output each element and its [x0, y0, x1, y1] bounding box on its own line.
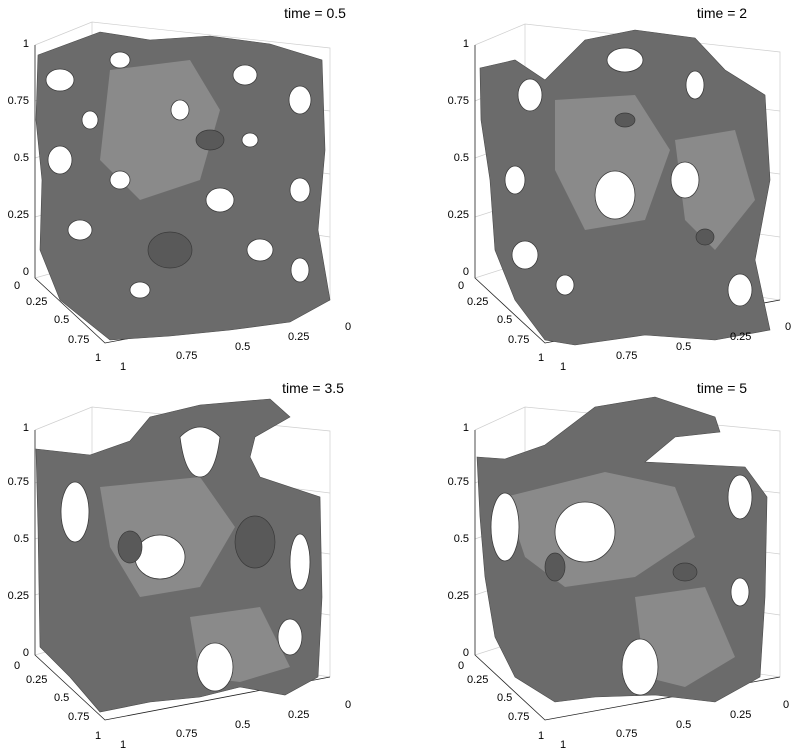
subplot-time-3-5: time = 3.5 0 0.25 0.5 0.7 [0, 377, 395, 753]
x-tick-4: 1 [538, 730, 544, 742]
y-tick-0: 1 [560, 361, 566, 373]
z-tick-2: 0.5 [454, 152, 469, 164]
y-tick-4: 0 [345, 699, 351, 711]
y-tick-2: 0.5 [235, 719, 250, 731]
plot-3d-axes: time = 3.5 0 0.25 0.5 0.7 [8, 380, 352, 751]
x-tick-3: 0.75 [508, 334, 529, 346]
x-tick-1: 0.25 [467, 674, 488, 686]
isosurface [479, 29, 771, 346]
plot-3d-axes: time = 2 0 0.25 [448, 5, 791, 373]
z-tick-0: 0 [463, 647, 469, 659]
y-tick-3: 0.25 [288, 331, 309, 343]
x-tick-4: 1 [95, 352, 101, 364]
x-tick-0: 0 [458, 660, 464, 672]
subplot-title: time = 5 [697, 380, 747, 396]
z-tick-3: 0.75 [8, 95, 29, 107]
subplot-time-0-5: time = 0.5 [0, 0, 395, 376]
z-tick-0: 0 [23, 647, 29, 659]
z-tick-labels: 0 0.25 0.5 0.75 1 [8, 422, 29, 659]
y-tick-3: 0.25 [288, 709, 309, 721]
y-tick-4: 0 [785, 321, 791, 333]
z-tick-3: 0.75 [448, 476, 469, 488]
y-tick-0: 1 [120, 739, 126, 751]
y-tick-labels: 1 0.75 0.5 0.25 0 [120, 699, 351, 751]
x-tick-0: 0 [458, 280, 464, 292]
y-tick-labels: 1 0.75 0.5 0.25 0 [560, 699, 789, 751]
y-tick-labels: 1 0.75 0.5 0.25 0 [560, 321, 791, 373]
x-tick-2: 0.5 [497, 692, 512, 704]
z-tick-labels: 0 0.25 0.5 0.75 1 [8, 38, 29, 278]
isosurface [35, 398, 323, 713]
y-tick-1: 0.75 [176, 728, 197, 740]
isosurface [476, 396, 768, 703]
y-tick-4: 0 [345, 321, 351, 333]
y-tick-1: 0.75 [616, 728, 637, 740]
z-tick-2: 0.5 [14, 152, 29, 164]
isosurface [35, 31, 331, 341]
x-tick-1: 0.25 [26, 296, 47, 308]
plot-3d-axes: time = 0.5 [8, 5, 352, 373]
z-tick-0: 0 [23, 266, 29, 278]
z-tick-1: 0.25 [8, 209, 29, 221]
x-tick-labels: 0 0.25 0.5 0.75 1 [14, 660, 101, 742]
x-tick-3: 0.75 [68, 711, 89, 723]
y-tick-3: 0.25 [730, 709, 751, 721]
x-tick-labels: 0 0.25 0.5 0.75 1 [458, 280, 544, 364]
y-tick-2: 0.5 [676, 341, 691, 353]
x-tick-3: 0.75 [508, 711, 529, 723]
z-tick-0: 0 [463, 266, 469, 278]
y-tick-0: 1 [120, 361, 126, 373]
x-tick-labels: 0 0.25 0.5 0.75 1 [458, 660, 544, 742]
z-tick-4: 1 [463, 38, 469, 50]
subplot-time-5: time = 5 0 0.25 0.5 0.75 1 [395, 377, 790, 753]
x-tick-0: 0 [14, 280, 20, 292]
x-tick-2: 0.5 [54, 314, 69, 326]
z-tick-1: 0.25 [8, 590, 29, 602]
z-tick-labels: 0 0.25 0.5 0.75 1 [448, 422, 469, 659]
y-tick-0: 1 [560, 739, 566, 751]
y-tick-1: 0.75 [176, 350, 197, 362]
y-tick-2: 0.5 [235, 341, 250, 353]
z-tick-3: 0.75 [448, 95, 469, 107]
z-tick-2: 0.5 [14, 533, 29, 545]
x-tick-1: 0.25 [26, 674, 47, 686]
z-tick-2: 0.5 [454, 533, 469, 545]
x-tick-4: 1 [538, 352, 544, 364]
x-tick-1: 0.25 [467, 296, 488, 308]
x-tick-labels: 0 0.25 0.5 0.75 1 [14, 280, 101, 364]
y-tick-4: 0 [783, 699, 789, 711]
z-tick-labels: 0 0.25 0.5 0.75 1 [448, 38, 469, 278]
subplot-title: time = 3.5 [282, 380, 344, 396]
z-tick-4: 1 [23, 422, 29, 434]
plot-3d-axes: time = 5 0 0.25 0.5 0.75 1 [448, 380, 790, 751]
z-tick-3: 0.75 [8, 476, 29, 488]
z-tick-4: 1 [463, 422, 469, 434]
y-tick-labels: 1 0.75 0.5 0.25 0 [120, 321, 351, 373]
x-tick-0: 0 [14, 660, 20, 672]
x-tick-2: 0.5 [497, 314, 512, 326]
subplot-time-2: time = 2 0 0.25 [395, 0, 791, 376]
z-tick-1: 0.25 [448, 590, 469, 602]
y-tick-2: 0.5 [676, 719, 691, 731]
y-tick-1: 0.75 [616, 350, 637, 362]
z-tick-4: 1 [23, 38, 29, 50]
x-tick-4: 1 [95, 730, 101, 742]
subplot-title: time = 2 [697, 5, 747, 21]
x-tick-3: 0.75 [68, 334, 89, 346]
x-tick-2: 0.5 [54, 692, 69, 704]
subplot-title: time = 0.5 [284, 5, 346, 21]
y-tick-3: 0.25 [730, 331, 751, 343]
z-tick-1: 0.25 [448, 209, 469, 221]
